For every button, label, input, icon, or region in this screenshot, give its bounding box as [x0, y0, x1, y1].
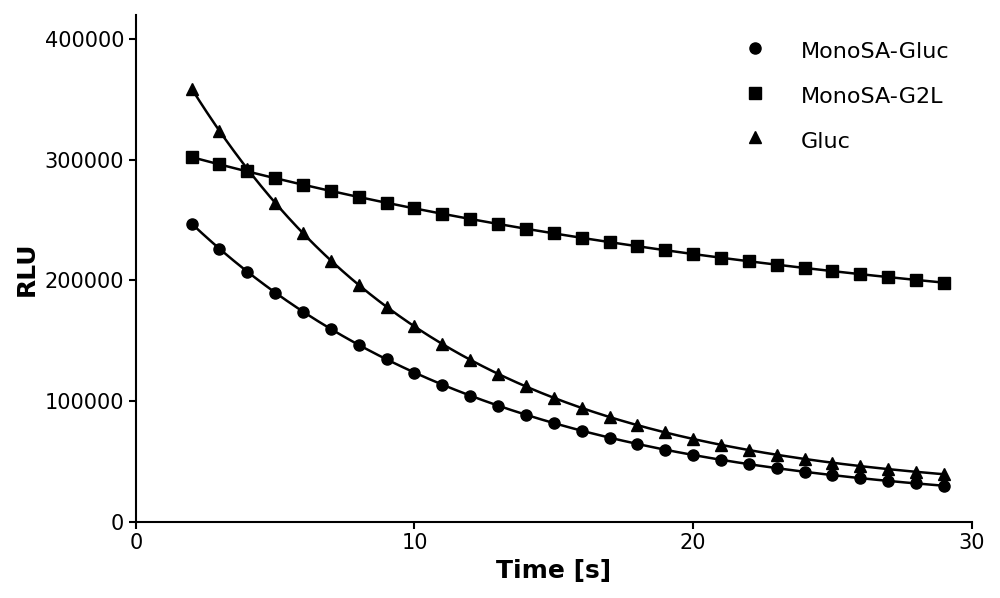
- Gluc: [882, 465, 894, 472]
- MonoSA-Gluc: [854, 475, 866, 482]
- MonoSA-G2L: [269, 175, 281, 182]
- X-axis label: Time [s]: Time [s]: [496, 559, 611, 583]
- Gluc: [910, 468, 922, 475]
- MonoSA-G2L: [687, 251, 699, 258]
- MonoSA-G2L: [771, 261, 783, 269]
- Gluc: [631, 422, 643, 429]
- MonoSA-Gluc: [771, 465, 783, 472]
- MonoSA-Gluc: [269, 289, 281, 296]
- MonoSA-G2L: [659, 246, 671, 254]
- MonoSA-Gluc: [631, 440, 643, 447]
- MonoSA-Gluc: [353, 341, 365, 349]
- Gluc: [520, 383, 532, 390]
- MonoSA-Gluc: [464, 392, 476, 399]
- Gluc: [492, 370, 504, 377]
- MonoSA-Gluc: [799, 468, 811, 475]
- Gluc: [269, 199, 281, 206]
- MonoSA-Gluc: [297, 308, 309, 315]
- MonoSA-G2L: [743, 258, 755, 265]
- MonoSA-G2L: [464, 215, 476, 222]
- Line: Gluc: Gluc: [185, 83, 950, 480]
- MonoSA-G2L: [297, 181, 309, 188]
- Gluc: [186, 85, 198, 92]
- MonoSA-Gluc: [826, 471, 838, 478]
- MonoSA-G2L: [882, 273, 894, 280]
- MonoSA-Gluc: [938, 482, 950, 489]
- MonoSA-G2L: [631, 243, 643, 250]
- Gluc: [353, 282, 365, 289]
- MonoSA-Gluc: [604, 434, 616, 441]
- MonoSA-G2L: [213, 161, 225, 168]
- Gluc: [771, 451, 783, 458]
- MonoSA-G2L: [910, 276, 922, 283]
- MonoSA-G2L: [186, 154, 198, 161]
- MonoSA-Gluc: [492, 402, 504, 409]
- MonoSA-G2L: [381, 199, 393, 206]
- Gluc: [436, 340, 448, 347]
- Line: MonoSA-Gluc: MonoSA-Gluc: [186, 218, 949, 492]
- MonoSA-Gluc: [548, 420, 560, 427]
- Gluc: [548, 394, 560, 401]
- MonoSA-Gluc: [520, 411, 532, 419]
- MonoSA-Gluc: [241, 268, 253, 275]
- Gluc: [743, 447, 755, 454]
- MonoSA-G2L: [604, 239, 616, 246]
- Y-axis label: RLU: RLU: [15, 241, 39, 295]
- MonoSA-Gluc: [325, 325, 337, 332]
- Gluc: [464, 356, 476, 364]
- MonoSA-Gluc: [910, 480, 922, 487]
- MonoSA-Gluc: [715, 456, 727, 463]
- Gluc: [938, 471, 950, 478]
- MonoSA-G2L: [520, 225, 532, 233]
- MonoSA-G2L: [826, 267, 838, 274]
- MonoSA-G2L: [353, 193, 365, 200]
- MonoSA-G2L: [492, 220, 504, 227]
- MonoSA-Gluc: [687, 451, 699, 459]
- Gluc: [659, 429, 671, 436]
- Gluc: [576, 404, 588, 411]
- MonoSA-Gluc: [213, 245, 225, 252]
- MonoSA-G2L: [576, 234, 588, 242]
- MonoSA-Gluc: [381, 356, 393, 363]
- MonoSA-Gluc: [659, 446, 671, 453]
- Gluc: [854, 462, 866, 469]
- MonoSA-Gluc: [408, 369, 420, 376]
- Gluc: [715, 441, 727, 448]
- MonoSA-Gluc: [882, 477, 894, 484]
- MonoSA-G2L: [715, 254, 727, 261]
- MonoSA-Gluc: [743, 460, 755, 468]
- MonoSA-G2L: [854, 270, 866, 277]
- Gluc: [381, 303, 393, 310]
- MonoSA-G2L: [241, 168, 253, 175]
- Gluc: [213, 127, 225, 135]
- MonoSA-G2L: [408, 205, 420, 212]
- MonoSA-G2L: [325, 187, 337, 194]
- MonoSA-Gluc: [576, 427, 588, 434]
- MonoSA-Gluc: [436, 381, 448, 388]
- Gluc: [408, 323, 420, 330]
- Gluc: [604, 413, 616, 420]
- MonoSA-G2L: [938, 279, 950, 286]
- Legend: MonoSA-Gluc, MonoSA-G2L, Gluc: MonoSA-Gluc, MonoSA-G2L, Gluc: [716, 26, 961, 165]
- Gluc: [241, 165, 253, 172]
- Line: MonoSA-G2L: MonoSA-G2L: [186, 151, 949, 288]
- Gluc: [325, 257, 337, 264]
- Gluc: [799, 455, 811, 462]
- MonoSA-Gluc: [186, 220, 198, 227]
- Gluc: [687, 435, 699, 443]
- Gluc: [297, 230, 309, 237]
- MonoSA-G2L: [548, 230, 560, 237]
- MonoSA-G2L: [436, 210, 448, 217]
- Gluc: [826, 459, 838, 466]
- MonoSA-G2L: [799, 264, 811, 271]
